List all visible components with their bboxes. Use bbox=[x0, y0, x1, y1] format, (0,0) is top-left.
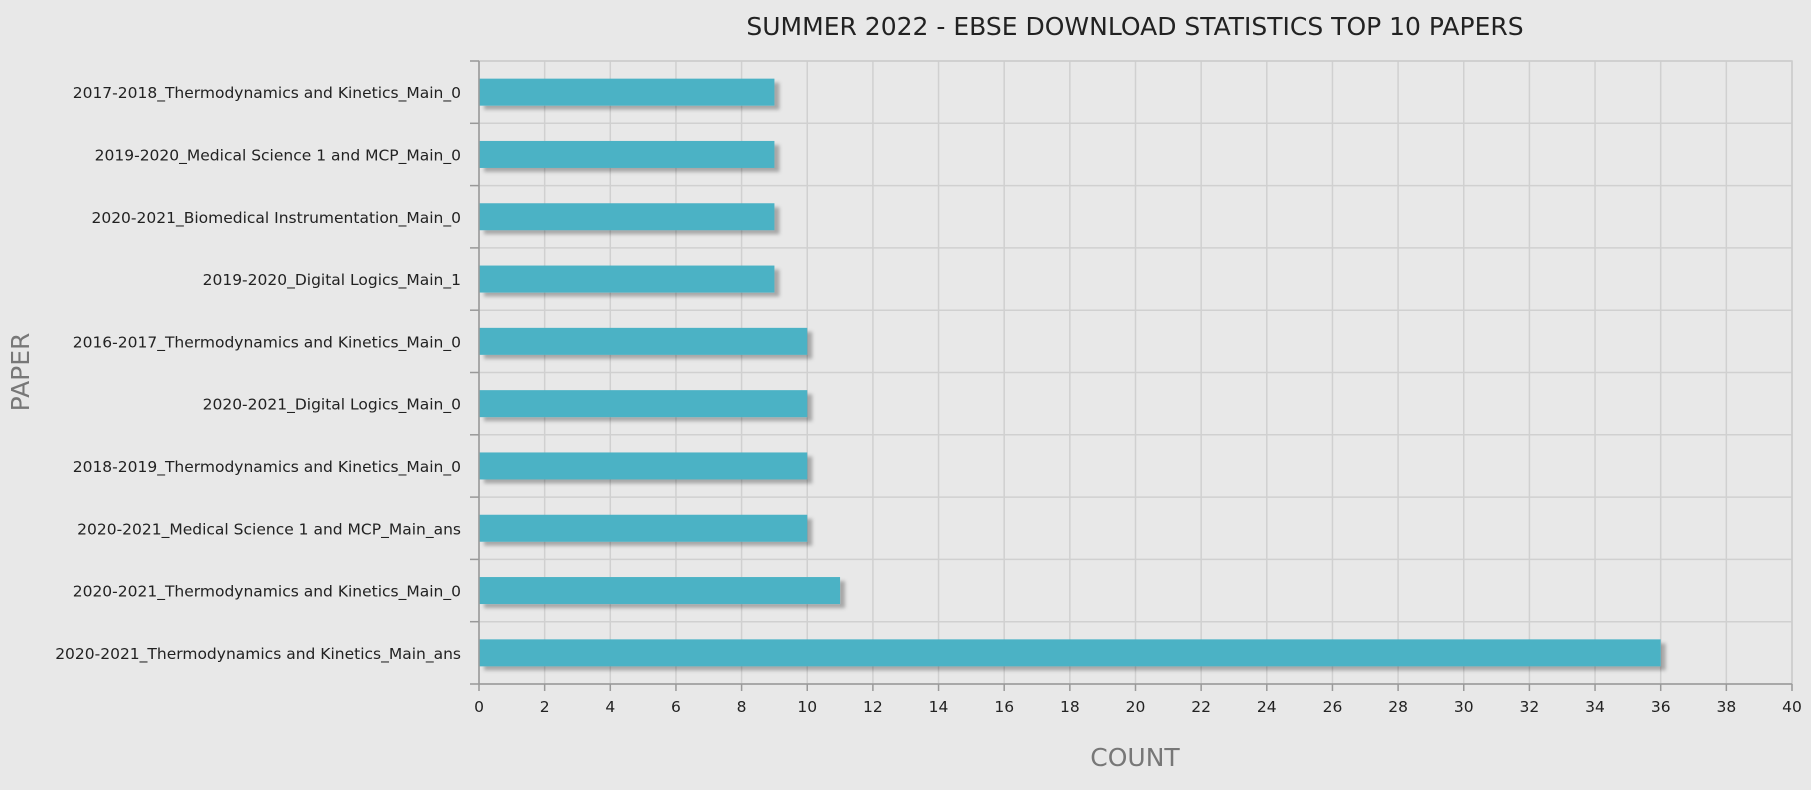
category-label: 2018-2019_Thermodynamics and Kinetics_Ma… bbox=[73, 458, 461, 477]
category-label: 2020-2021_Biomedical Instrumentation_Mai… bbox=[91, 209, 461, 228]
x-tick-label: 40 bbox=[1782, 698, 1802, 716]
bar bbox=[479, 577, 841, 605]
category-label: 2020-2021_Thermodynamics and Kinetics_Ma… bbox=[55, 645, 461, 664]
x-tick-label: 38 bbox=[1716, 698, 1736, 716]
x-tick-label: 30 bbox=[1454, 698, 1474, 716]
bar bbox=[479, 203, 775, 231]
category-label: 2020-2021_Thermodynamics and Kinetics_Ma… bbox=[73, 583, 461, 602]
x-tick-label: 6 bbox=[671, 698, 681, 716]
chart-title: SUMMER 2022 - EBSE DOWNLOAD STATISTICS T… bbox=[746, 12, 1523, 41]
x-tick-label: 32 bbox=[1520, 698, 1540, 716]
y-axis-title: PAPER bbox=[6, 333, 35, 412]
bar bbox=[479, 327, 808, 355]
x-tick-label: 12 bbox=[863, 698, 883, 716]
category-label: 2016-2017_Thermodynamics and Kinetics_Ma… bbox=[73, 333, 461, 352]
grid-lines bbox=[478, 60, 1793, 685]
x-tick-label: 0 bbox=[474, 698, 484, 716]
axes bbox=[470, 60, 1793, 691]
x-tick-label: 18 bbox=[1060, 698, 1080, 716]
x-tick-label: 14 bbox=[929, 698, 949, 716]
bar bbox=[479, 140, 775, 168]
x-tick-label: 24 bbox=[1257, 698, 1277, 716]
bars bbox=[479, 78, 1661, 667]
x-tick-labels: 0 2 4 6 8 10 12 14 16 18 20 22 24 26 28 30 32 34 36 38 40 bbox=[474, 698, 1802, 716]
x-tick-label: 4 bbox=[605, 698, 615, 716]
x-tick-label: 16 bbox=[994, 698, 1014, 716]
category-label: 2019-2020_Digital Logics_Main_1 bbox=[203, 271, 461, 290]
bar bbox=[479, 514, 808, 542]
x-tick-label: 22 bbox=[1191, 698, 1211, 716]
category-label: 2020-2021_Medical Science 1 and MCP_Main… bbox=[77, 520, 461, 539]
category-label: 2017-2018_Thermodynamics and Kinetics_Ma… bbox=[73, 84, 461, 103]
x-tick-label: 34 bbox=[1585, 698, 1605, 716]
x-tick-label: 36 bbox=[1651, 698, 1671, 716]
x-axis-title: COUNT bbox=[1090, 743, 1180, 772]
x-tick-label: 28 bbox=[1388, 698, 1408, 716]
x-tick-label: 8 bbox=[737, 698, 747, 716]
category-labels: 2017-2018_Thermodynamics and Kinetics_Ma… bbox=[55, 84, 461, 664]
category-label: 2019-2020_Medical Science 1 and MCP_Main… bbox=[95, 146, 461, 165]
category-label: 2020-2021_Digital Logics_Main_0 bbox=[203, 396, 461, 415]
x-tick-label: 2 bbox=[540, 698, 550, 716]
bar bbox=[479, 390, 808, 418]
bar bbox=[479, 639, 1661, 667]
bar bbox=[479, 78, 775, 106]
bar bbox=[479, 265, 775, 293]
x-tick-label: 10 bbox=[797, 698, 817, 716]
x-tick-label: 26 bbox=[1323, 698, 1343, 716]
x-tick-label: 20 bbox=[1126, 698, 1146, 716]
bar bbox=[479, 452, 808, 480]
